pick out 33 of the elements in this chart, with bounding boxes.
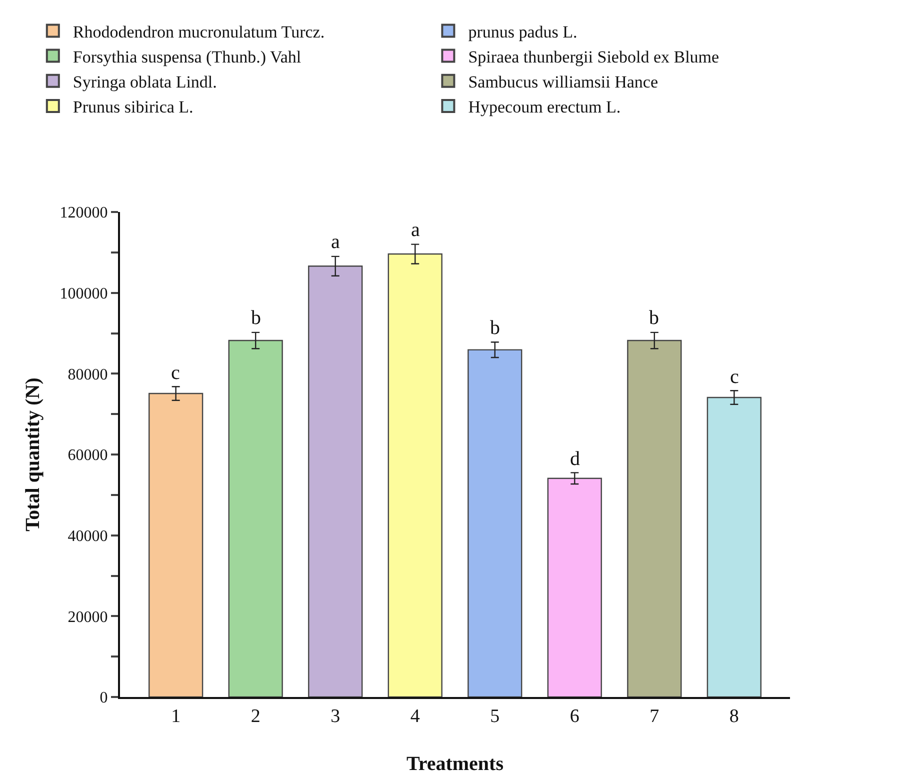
x-axis-title: Treatments: [406, 752, 504, 775]
legend-label: Prunus sibirica L.: [72, 98, 194, 117]
legend-label: Hypecoum erectum L.: [468, 98, 621, 117]
x-tick-label: 1: [171, 706, 181, 727]
y-tick-label: 120000: [60, 204, 108, 222]
y-tick-label: 40000: [68, 528, 108, 545]
annotation: b: [251, 307, 261, 329]
annotation: a: [411, 219, 420, 241]
x-tick-label: 5: [490, 706, 500, 727]
legend-label: Spiraea thunbergii Siebold ex Blume: [468, 47, 720, 66]
legend-label: Sambucus williamsii Hance: [468, 72, 658, 92]
y-axis-title: Total quantity (N): [22, 378, 44, 532]
y-tick-label: 0: [100, 690, 108, 707]
y-tick-label: 60000: [68, 447, 108, 464]
annotation: c: [730, 366, 739, 388]
legend-label: prunus padus L.: [468, 22, 578, 42]
legend-label: Rhododendron mucronulatum Turcz.: [72, 22, 325, 42]
legend-label: Forsythia suspensa (Thunb.) Vahl: [72, 47, 302, 66]
y-tick-label: 100000: [60, 285, 108, 302]
x-tick-label: 7: [650, 706, 660, 727]
legend-label: Syringa oblata Lindl.: [72, 72, 217, 92]
x-tick-label: 4: [410, 706, 420, 727]
x-tick-label: 8: [729, 706, 739, 727]
annotation: b: [490, 317, 500, 339]
y-tick-label: 20000: [68, 608, 108, 626]
y-tick-label: 80000: [68, 366, 108, 384]
annotation: b: [649, 307, 659, 329]
x-tick-label: 6: [570, 706, 580, 727]
x-tick-label: 2: [250, 706, 260, 727]
annotation: a: [331, 231, 340, 253]
x-tick-label: 3: [330, 706, 340, 727]
annotation: d: [570, 448, 580, 470]
annotation: c: [171, 362, 180, 384]
